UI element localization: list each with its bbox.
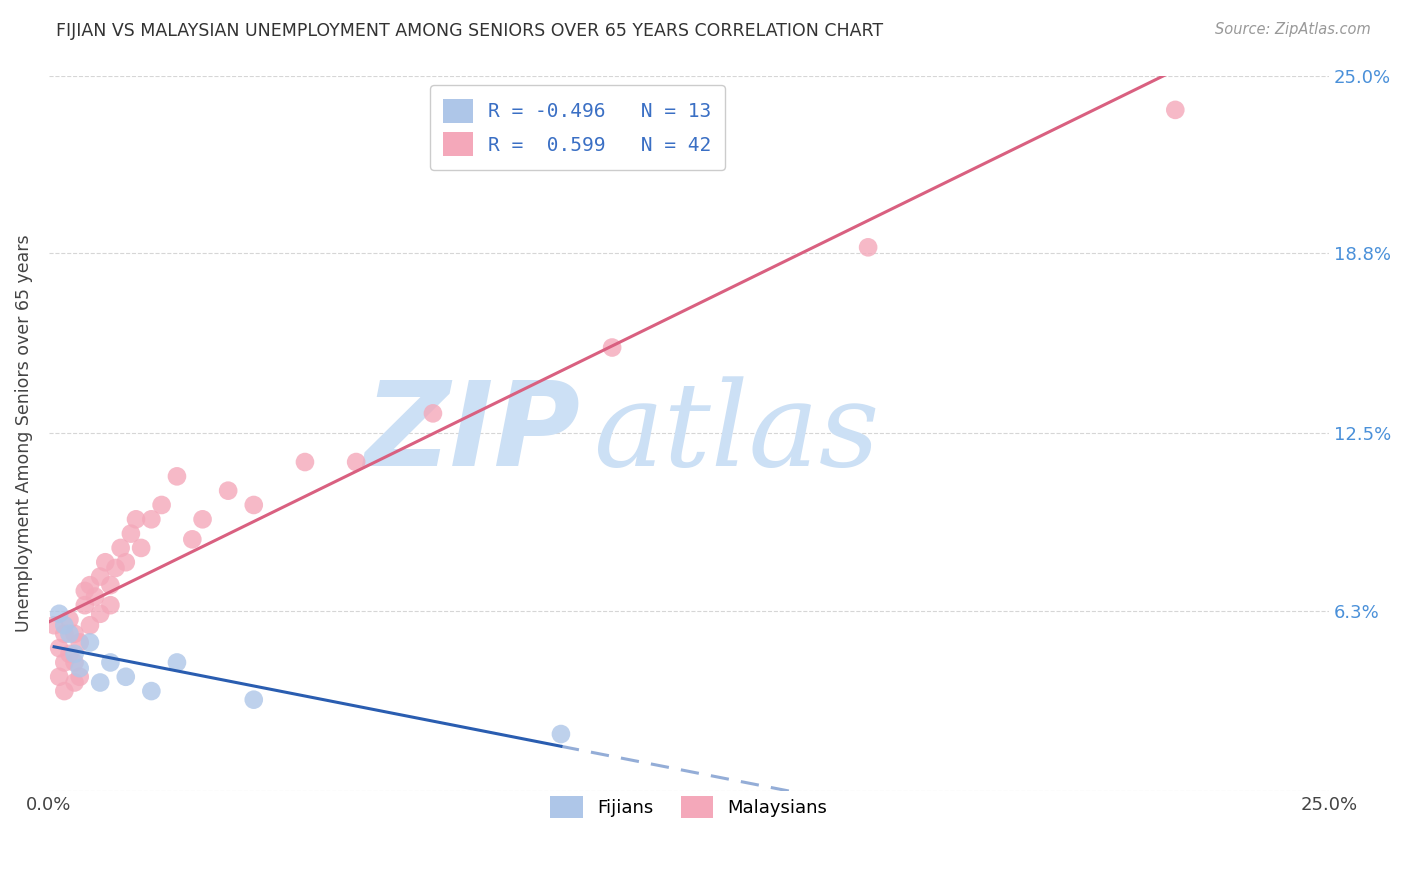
Point: [58, 613, 80, 627]
Point: [89, 607, 111, 621]
Point: [89, 569, 111, 583]
Point: [63, 675, 86, 690]
Text: Source: ZipAtlas.com: Source: ZipAtlas.com: [1215, 22, 1371, 37]
Point: [550, 727, 572, 741]
Text: ZIP: ZIP: [364, 376, 581, 491]
Point: [53, 656, 76, 670]
Point: [150, 498, 173, 512]
Point: [73, 583, 96, 598]
Point: [114, 670, 136, 684]
Point: [48, 607, 70, 621]
Point: [42, 618, 65, 632]
Point: [63, 627, 86, 641]
Point: [242, 498, 264, 512]
Point: [294, 455, 316, 469]
Point: [63, 647, 86, 661]
Point: [1164, 103, 1187, 117]
Point: [48, 670, 70, 684]
Point: [69, 670, 91, 684]
Point: [422, 406, 444, 420]
Point: [181, 533, 204, 547]
Text: FIJIAN VS MALAYSIAN UNEMPLOYMENT AMONG SENIORS OVER 65 YEARS CORRELATION CHART: FIJIAN VS MALAYSIAN UNEMPLOYMENT AMONG S…: [56, 22, 883, 40]
Point: [58, 647, 80, 661]
Point: [120, 526, 142, 541]
Point: [89, 675, 111, 690]
Point: [141, 512, 163, 526]
Point: [856, 240, 879, 254]
Point: [79, 578, 101, 592]
Point: [69, 635, 91, 649]
Point: [129, 541, 152, 555]
Point: [166, 656, 188, 670]
Point: [344, 455, 367, 469]
Point: [48, 641, 70, 656]
Point: [69, 661, 91, 675]
Point: [58, 627, 80, 641]
Point: [217, 483, 239, 498]
Text: atlas: atlas: [593, 376, 879, 491]
Point: [114, 555, 136, 569]
Point: [600, 341, 623, 355]
Point: [53, 684, 76, 698]
Point: [100, 598, 122, 612]
Y-axis label: Unemployment Among Seniors over 65 years: Unemployment Among Seniors over 65 years: [15, 235, 32, 632]
Point: [100, 578, 122, 592]
Point: [110, 541, 132, 555]
Point: [191, 512, 214, 526]
Point: [104, 561, 127, 575]
Point: [141, 684, 163, 698]
Point: [63, 656, 86, 670]
Legend: Fijians, Malaysians: Fijians, Malaysians: [543, 789, 835, 825]
Point: [79, 635, 101, 649]
Point: [53, 618, 76, 632]
Point: [53, 627, 76, 641]
Point: [84, 590, 107, 604]
Point: [73, 598, 96, 612]
Point: [125, 512, 148, 526]
Point: [166, 469, 188, 483]
Point: [79, 618, 101, 632]
Point: [94, 555, 117, 569]
Point: [100, 656, 122, 670]
Point: [242, 692, 264, 706]
